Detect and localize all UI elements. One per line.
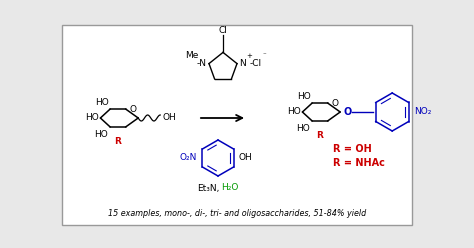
Text: ⁻: ⁻ xyxy=(263,53,267,59)
Text: N: N xyxy=(239,59,246,68)
Text: OH: OH xyxy=(162,114,176,123)
Text: R: R xyxy=(316,131,323,140)
Text: H₂O: H₂O xyxy=(221,184,239,192)
Text: NO₂: NO₂ xyxy=(414,107,431,117)
Text: R = OH: R = OH xyxy=(333,144,371,154)
Text: O: O xyxy=(331,99,338,108)
Text: OH: OH xyxy=(239,154,253,162)
Text: Me: Me xyxy=(186,51,199,60)
Text: Et₃N,: Et₃N, xyxy=(197,184,219,192)
Text: R: R xyxy=(114,137,121,146)
FancyBboxPatch shape xyxy=(62,25,412,225)
Text: O₂N: O₂N xyxy=(180,154,197,162)
Text: O: O xyxy=(129,105,137,114)
Text: O: O xyxy=(343,107,351,117)
Text: HO: HO xyxy=(296,124,310,133)
Text: -N: -N xyxy=(197,59,207,68)
Text: HO: HO xyxy=(95,98,109,107)
Text: Cl: Cl xyxy=(219,26,228,35)
Text: 15 examples, mono-, di-, tri- and oligosaccharides, 51-84% yield: 15 examples, mono-, di-, tri- and oligos… xyxy=(108,209,366,217)
Text: HO: HO xyxy=(287,106,301,116)
Text: HO: HO xyxy=(94,130,108,139)
Text: +: + xyxy=(246,53,252,59)
Text: HO: HO xyxy=(85,113,99,122)
Text: R = NHAc: R = NHAc xyxy=(333,158,384,168)
Text: -Cl: -Cl xyxy=(250,59,262,68)
Text: HO: HO xyxy=(298,92,311,101)
